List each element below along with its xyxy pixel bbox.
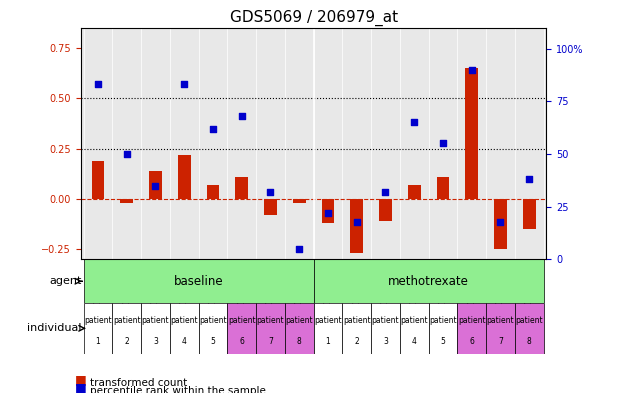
- Text: patient: patient: [343, 316, 371, 325]
- Text: percentile rank within the sample: percentile rank within the sample: [90, 386, 266, 393]
- Text: patient: patient: [487, 316, 514, 325]
- Point: [524, 176, 534, 182]
- Text: 4: 4: [412, 336, 417, 345]
- Point: [266, 189, 276, 195]
- Point: [93, 81, 103, 88]
- Point: [409, 119, 419, 125]
- Bar: [149, 171, 162, 199]
- Text: ■: ■: [75, 381, 86, 393]
- FancyBboxPatch shape: [112, 303, 141, 354]
- Text: 2: 2: [355, 336, 359, 345]
- Bar: [379, 199, 392, 221]
- Text: 7: 7: [498, 336, 503, 345]
- Text: patient: patient: [286, 316, 313, 325]
- Point: [381, 189, 391, 195]
- Text: 6: 6: [469, 336, 474, 345]
- FancyBboxPatch shape: [486, 303, 515, 354]
- FancyBboxPatch shape: [515, 303, 543, 354]
- Point: [208, 126, 218, 132]
- Text: patient: patient: [199, 316, 227, 325]
- Bar: [523, 199, 536, 229]
- FancyBboxPatch shape: [457, 303, 486, 354]
- Text: baseline: baseline: [174, 275, 224, 288]
- Text: patient: patient: [371, 316, 399, 325]
- FancyBboxPatch shape: [141, 303, 170, 354]
- FancyBboxPatch shape: [371, 303, 400, 354]
- FancyBboxPatch shape: [227, 303, 256, 354]
- Point: [438, 140, 448, 147]
- Text: 3: 3: [383, 336, 388, 345]
- Text: 4: 4: [182, 336, 187, 345]
- FancyBboxPatch shape: [199, 303, 227, 354]
- FancyBboxPatch shape: [342, 303, 371, 354]
- Text: patient: patient: [458, 316, 486, 325]
- Point: [179, 81, 189, 88]
- Bar: [437, 177, 450, 199]
- Text: patient: patient: [314, 316, 342, 325]
- Title: GDS5069 / 206979_at: GDS5069 / 206979_at: [230, 10, 397, 26]
- Text: 7: 7: [268, 336, 273, 345]
- Text: individual: individual: [27, 323, 81, 333]
- Bar: [292, 199, 306, 203]
- Point: [467, 66, 477, 73]
- Point: [351, 219, 361, 225]
- Bar: [408, 185, 420, 199]
- Text: 5: 5: [211, 336, 215, 345]
- Text: patient: patient: [515, 316, 543, 325]
- Text: ■: ■: [75, 373, 86, 386]
- Bar: [178, 154, 191, 199]
- Text: 2: 2: [124, 336, 129, 345]
- FancyBboxPatch shape: [84, 259, 314, 303]
- FancyBboxPatch shape: [400, 303, 428, 354]
- FancyBboxPatch shape: [84, 303, 112, 354]
- FancyBboxPatch shape: [285, 303, 314, 354]
- Point: [496, 219, 505, 225]
- Text: methotrexate: methotrexate: [388, 275, 469, 288]
- Bar: [91, 161, 104, 199]
- Point: [150, 182, 160, 189]
- FancyBboxPatch shape: [170, 303, 199, 354]
- Text: patient: patient: [401, 316, 428, 325]
- Point: [323, 210, 333, 216]
- FancyBboxPatch shape: [314, 259, 543, 303]
- Text: 6: 6: [239, 336, 244, 345]
- Text: patient: patient: [228, 316, 256, 325]
- Text: patient: patient: [113, 316, 140, 325]
- Point: [122, 151, 132, 157]
- Bar: [264, 199, 277, 215]
- Text: patient: patient: [256, 316, 284, 325]
- Bar: [120, 199, 133, 203]
- Text: patient: patient: [170, 316, 198, 325]
- Text: patient: patient: [84, 316, 112, 325]
- Text: agent: agent: [49, 276, 81, 286]
- Bar: [465, 68, 478, 199]
- Bar: [322, 199, 335, 223]
- FancyBboxPatch shape: [314, 303, 342, 354]
- Text: 8: 8: [297, 336, 302, 345]
- Text: 3: 3: [153, 336, 158, 345]
- FancyBboxPatch shape: [256, 303, 285, 354]
- Bar: [350, 199, 363, 253]
- Text: transformed count: transformed count: [90, 378, 188, 388]
- FancyBboxPatch shape: [428, 303, 457, 354]
- Text: 1: 1: [325, 336, 330, 345]
- Point: [237, 113, 247, 119]
- Bar: [235, 177, 248, 199]
- Bar: [494, 199, 507, 250]
- Point: [294, 246, 304, 252]
- Text: patient: patient: [142, 316, 170, 325]
- Bar: [207, 185, 219, 199]
- Text: 5: 5: [440, 336, 445, 345]
- Text: 8: 8: [527, 336, 532, 345]
- Text: 1: 1: [96, 336, 101, 345]
- Text: patient: patient: [429, 316, 457, 325]
